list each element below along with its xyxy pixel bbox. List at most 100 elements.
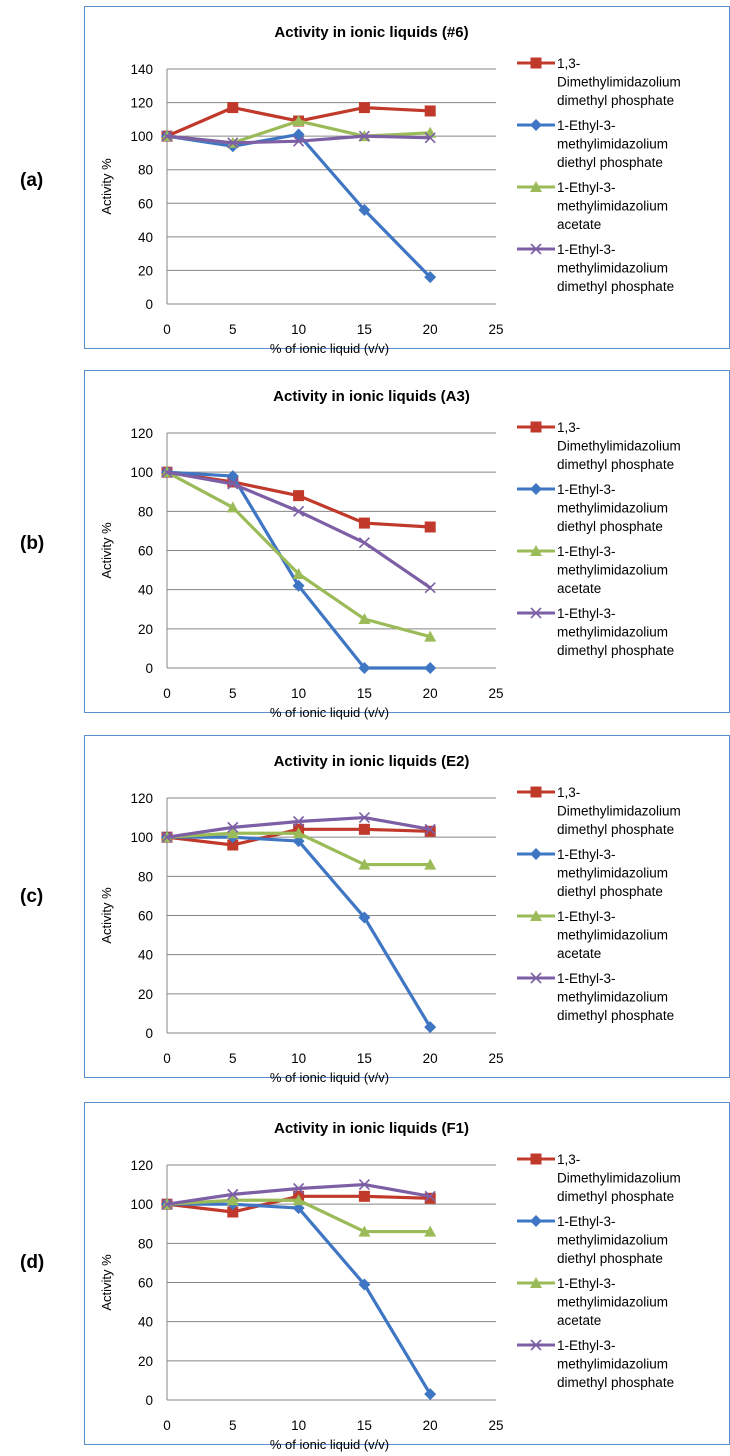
legend-label-3: methylimidazolium bbox=[557, 199, 668, 214]
legend-swatch-marker-4 bbox=[530, 1339, 542, 1351]
x-axis-title: % of ionic liquid (v/v) bbox=[270, 1437, 389, 1452]
data-point-s2-5 bbox=[424, 271, 437, 284]
legend-label-2: methylimidazolium bbox=[557, 501, 668, 516]
y-tick-label: 20 bbox=[138, 1354, 153, 1369]
data-point-s4-1 bbox=[161, 1198, 173, 1210]
chart-panel-a: Activity in ionic liquids (#6) 0 20 40 60 80 1… bbox=[84, 6, 730, 356]
legend-swatch-marker-3 bbox=[530, 1277, 542, 1288]
y-tick-label: 80 bbox=[138, 163, 153, 178]
x-tick-label: 10 bbox=[291, 686, 306, 701]
legend-label-2: 1-Ethyl-3- bbox=[557, 118, 616, 133]
data-point-s4-3-stroke-2 bbox=[293, 815, 305, 828]
data-point-s4-2 bbox=[227, 1188, 239, 1200]
x-tick-label: 5 bbox=[229, 1051, 237, 1066]
x-axis-title: % of ionic liquid (v/v) bbox=[270, 341, 389, 356]
y-tick-label: 0 bbox=[145, 661, 153, 676]
y-tick-label: 120 bbox=[130, 791, 153, 806]
y-tick-label: 40 bbox=[138, 583, 153, 598]
chart-title: Activity in ionic liquids (#6) bbox=[274, 24, 468, 41]
legend-label-4: dimethyl phosphate bbox=[557, 1008, 674, 1023]
x-tick-label: 20 bbox=[423, 1418, 438, 1433]
data-point-s4-2 bbox=[227, 478, 239, 490]
data-point-s4-4-stroke-2 bbox=[358, 130, 370, 142]
y-tick-label: 20 bbox=[138, 263, 153, 278]
legend-swatch-marker-4-stroke-2 bbox=[530, 972, 542, 984]
legend-label-4: 1-Ethyl-3- bbox=[557, 1338, 616, 1353]
data-point-s4-2-stroke-2 bbox=[227, 1188, 239, 1200]
line-chart-d: Activity in ionic liquids (F1) 0 20 40 60 80 1… bbox=[99, 1120, 681, 1452]
data-point-s4-2-stroke-2 bbox=[227, 821, 239, 833]
data-point-s4-1 bbox=[161, 466, 173, 478]
legend-swatch-marker-1 bbox=[530, 786, 542, 798]
data-point-s2-2 bbox=[226, 470, 239, 483]
panel-label-a: (a) bbox=[20, 170, 44, 191]
y-tick-label: 40 bbox=[138, 230, 153, 245]
data-point-s3-4 bbox=[358, 858, 371, 870]
y-tick-label: 0 bbox=[145, 1393, 153, 1408]
legend-swatch-marker-2 bbox=[530, 1215, 542, 1227]
y-tick-label: 120 bbox=[130, 1158, 153, 1173]
data-point-s2-5 bbox=[424, 1388, 437, 1401]
y-tick-label: 80 bbox=[138, 1236, 153, 1251]
x-axis-title: % of ionic liquid (v/v) bbox=[270, 1070, 389, 1085]
legend-swatch-marker-4-stroke-2 bbox=[530, 607, 542, 619]
x-tick-label: 25 bbox=[488, 1051, 503, 1066]
legend-label-3: 1-Ethyl-3- bbox=[557, 544, 616, 559]
y-tick-label: 80 bbox=[138, 504, 153, 519]
data-point-s4-5 bbox=[424, 582, 436, 594]
data-point-s4-5-stroke-2 bbox=[424, 823, 436, 835]
data-point-s4-3 bbox=[293, 815, 305, 828]
legend-swatch-marker-3 bbox=[530, 910, 542, 921]
x-tick-label: 15 bbox=[357, 1051, 372, 1066]
legend-label-2: methylimidazolium bbox=[557, 866, 668, 881]
data-point-s3-5 bbox=[424, 1225, 437, 1237]
data-point-s1-4 bbox=[358, 1190, 370, 1202]
data-point-s1-2 bbox=[227, 102, 239, 114]
legend-swatch-marker-3 bbox=[530, 545, 542, 556]
data-point-s4-5 bbox=[424, 823, 436, 835]
y-tick-label: 140 bbox=[130, 62, 153, 77]
y-tick-label: 20 bbox=[138, 987, 153, 1002]
x-tick-label: 5 bbox=[229, 1418, 237, 1433]
data-point-s4-2 bbox=[227, 137, 239, 149]
legend-label-4: dimethyl phosphate bbox=[557, 1375, 674, 1390]
x-tick-label: 0 bbox=[163, 1051, 171, 1066]
legend-swatch-marker-1 bbox=[530, 1153, 542, 1165]
legend-swatch-marker-4 bbox=[530, 972, 542, 984]
data-point-s1-4 bbox=[358, 102, 370, 114]
legend-label-1: dimethyl phosphate bbox=[557, 822, 674, 837]
data-point-s3-5 bbox=[424, 630, 437, 642]
data-point-s4-3 bbox=[293, 135, 305, 147]
data-point-s4-3-stroke-2 bbox=[293, 1182, 305, 1195]
legend-label-3: acetate bbox=[557, 946, 601, 961]
data-point-s4-3-stroke-2 bbox=[293, 505, 305, 517]
x-axis-title: % of ionic liquid (v/v) bbox=[270, 705, 389, 720]
data-point-s1-4 bbox=[358, 517, 370, 529]
legend-swatch-marker-2 bbox=[530, 483, 542, 495]
x-tick-label: 20 bbox=[423, 1051, 438, 1066]
legend-label-3: methylimidazolium bbox=[557, 928, 668, 943]
legend-label-3: 1-Ethyl-3- bbox=[557, 180, 616, 195]
y-tick-label: 120 bbox=[130, 96, 153, 111]
data-point-s2-3 bbox=[292, 835, 305, 848]
x-tick-label: 10 bbox=[291, 1051, 306, 1066]
data-point-s1-5 bbox=[424, 521, 436, 533]
data-point-s2-5 bbox=[424, 1021, 437, 1034]
data-point-s1-5 bbox=[424, 1192, 436, 1204]
data-point-s4-2-stroke-2 bbox=[227, 478, 239, 490]
data-point-s1-3 bbox=[293, 490, 305, 502]
chart-title: Activity in ionic liquids (F1) bbox=[274, 1120, 469, 1137]
data-point-s4-1 bbox=[161, 831, 173, 843]
data-point-s3-2 bbox=[226, 1194, 239, 1206]
y-tick-label: 100 bbox=[130, 830, 153, 845]
data-point-s2-4 bbox=[358, 204, 371, 216]
legend-label-3: 1-Ethyl-3- bbox=[557, 1276, 616, 1291]
data-point-s3-3 bbox=[292, 827, 305, 839]
data-point-s4-5-stroke-2 bbox=[424, 582, 436, 594]
legend-label-4: 1-Ethyl-3- bbox=[557, 971, 616, 986]
legend-label-1: dimethyl phosphate bbox=[557, 1189, 674, 1204]
data-point-s2-4 bbox=[358, 911, 371, 924]
data-point-s4-5-stroke-2 bbox=[424, 132, 436, 144]
data-point-s3-4 bbox=[358, 1225, 371, 1237]
data-point-s4-5-stroke-2 bbox=[424, 1190, 436, 1202]
